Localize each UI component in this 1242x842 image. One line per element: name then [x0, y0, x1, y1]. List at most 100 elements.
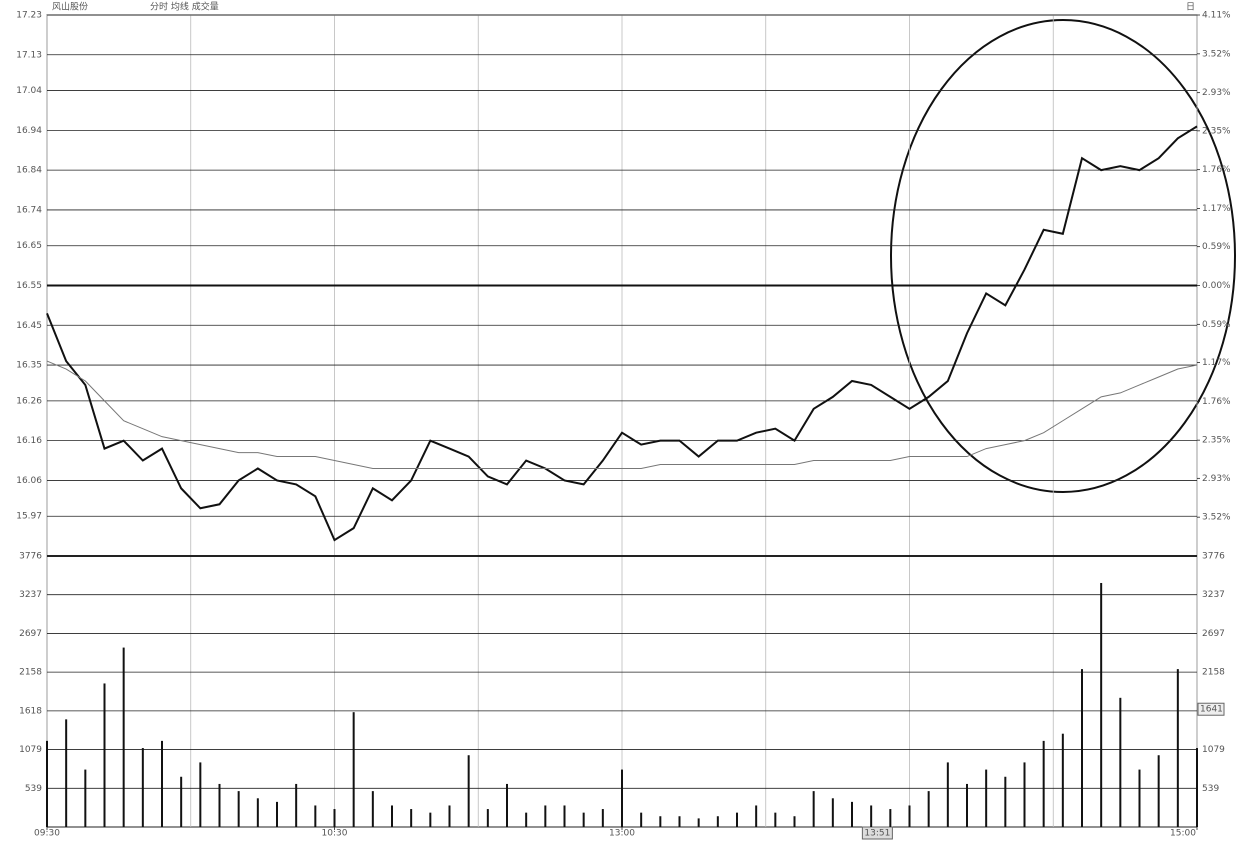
volume-bar — [1042, 740, 1045, 827]
y2-tick-label: 0.59% — [1202, 320, 1231, 330]
y-tick-label: 16.35 — [16, 361, 42, 371]
y-tick-label: 17.13 — [16, 50, 42, 60]
y2-tick-label: 4.11% — [1202, 11, 1231, 21]
y2-tick-label: 2.93% — [1202, 474, 1231, 484]
volume-bar — [755, 805, 758, 827]
y-tick-label: 16.84 — [16, 166, 42, 176]
y-tick-label: 17.04 — [16, 86, 42, 96]
y-tick-label: 15.97 — [16, 512, 42, 522]
volume-bar — [812, 791, 815, 827]
x-tick-label: 15:00 — [1170, 829, 1196, 839]
volume-bar — [276, 801, 278, 827]
volume-tick-label: 2697 — [19, 629, 42, 639]
volume-bar — [371, 791, 374, 827]
volume-bar — [448, 805, 451, 827]
price-line — [46, 125, 1198, 542]
y2-tick-label: 3.52% — [1202, 49, 1231, 59]
y2-tick-label: 2.35% — [1202, 436, 1231, 446]
volume-bar — [716, 816, 719, 827]
y-tick-label: 16.26 — [16, 396, 42, 406]
volume-tick-label: 539 — [25, 784, 42, 794]
current-volume-label: 1641 — [1200, 705, 1223, 715]
volume-bar — [831, 798, 834, 827]
y-tick-label: 16.74 — [16, 205, 42, 215]
volume-bar — [429, 812, 432, 827]
volume-bar — [525, 812, 528, 827]
volume-bar — [237, 791, 240, 827]
volume-bar — [736, 812, 738, 827]
cursor-label: 13:51 — [864, 829, 890, 839]
volume-bar — [103, 683, 106, 827]
y2-tick-label: 1.76% — [1202, 397, 1231, 407]
volume-bar — [199, 762, 202, 827]
volume-bar — [218, 783, 221, 827]
volume-bar — [467, 755, 470, 827]
y2-tick-label: 0.59% — [1202, 242, 1231, 252]
price-line — [46, 360, 1198, 469]
volume-bar — [544, 805, 547, 827]
volume-bar — [640, 812, 643, 827]
volume-bar — [985, 769, 988, 827]
volume-tick-label-right: 2697 — [1202, 629, 1225, 639]
y2-tick-label: 3.52% — [1202, 513, 1231, 523]
y-tick-label: 16.16 — [16, 436, 42, 446]
volume-bar — [563, 805, 566, 827]
stock-name: 风山股份 — [52, 1, 88, 13]
volume-bar — [1061, 733, 1064, 827]
volume-bar — [1119, 697, 1122, 827]
volume-bar — [352, 712, 355, 827]
volume-bar — [256, 798, 259, 827]
volume-bar — [46, 740, 48, 827]
cursor-box — [861, 826, 893, 840]
volume-bar — [621, 769, 623, 827]
volume-bar — [1081, 669, 1083, 827]
volume-tick-label: 1618 — [19, 706, 42, 716]
y2-tick-label: 0.00% — [1202, 281, 1231, 291]
volume-bar — [927, 791, 930, 827]
y2-tick-label: 2.93% — [1202, 88, 1231, 98]
volume-bar — [582, 812, 585, 827]
volume-bar — [946, 762, 949, 827]
volume-bar — [774, 812, 777, 827]
y-tick-label: 17.23 — [16, 11, 42, 21]
volume-bar — [1004, 776, 1007, 827]
volume-tick-label-right: 1079 — [1202, 745, 1225, 755]
x-tick-label: 10:30 — [322, 829, 348, 839]
volume-bar — [314, 805, 317, 827]
volume-bar — [486, 809, 489, 827]
volume-tick-label-right: 2158 — [1202, 668, 1225, 678]
volume-bar — [122, 647, 125, 827]
menu: 分时 均线 成交量 — [150, 1, 219, 13]
volume-bar — [180, 776, 183, 827]
volume-bar — [84, 769, 87, 827]
y-tick-label: 16.06 — [16, 476, 42, 486]
volume-bar — [870, 805, 873, 827]
volume-bar — [1196, 748, 1198, 827]
volume-tick-label-right: 539 — [1202, 784, 1219, 794]
x-tick-label: 09:30 — [34, 829, 60, 839]
volume-tick-label: 3237 — [19, 590, 42, 600]
y-tick-label: 16.65 — [16, 241, 42, 251]
y-tick-label: 16.55 — [16, 281, 42, 291]
volume-bar — [697, 818, 700, 827]
volume-bar — [1023, 762, 1026, 827]
volume-bar — [1176, 669, 1179, 827]
volume-bar — [851, 801, 853, 827]
volume-bar — [908, 805, 911, 827]
volume-bar — [161, 740, 163, 827]
volume-tick-label: 3776 — [19, 552, 42, 562]
volume-bar — [601, 809, 604, 827]
volume-bar — [1157, 755, 1160, 827]
x-tick-label: 13:00 — [609, 829, 635, 839]
highlight-circle — [890, 19, 1236, 493]
volume-bar — [889, 809, 892, 827]
volume-bar — [295, 783, 298, 827]
volume-bar — [333, 809, 336, 827]
volume-tick-label-right: 3776 — [1202, 552, 1225, 562]
volume-bar — [391, 805, 393, 827]
volume-bar — [659, 816, 662, 827]
y2-tick-label: 1.17% — [1202, 358, 1231, 368]
volume-bar — [1100, 582, 1103, 827]
